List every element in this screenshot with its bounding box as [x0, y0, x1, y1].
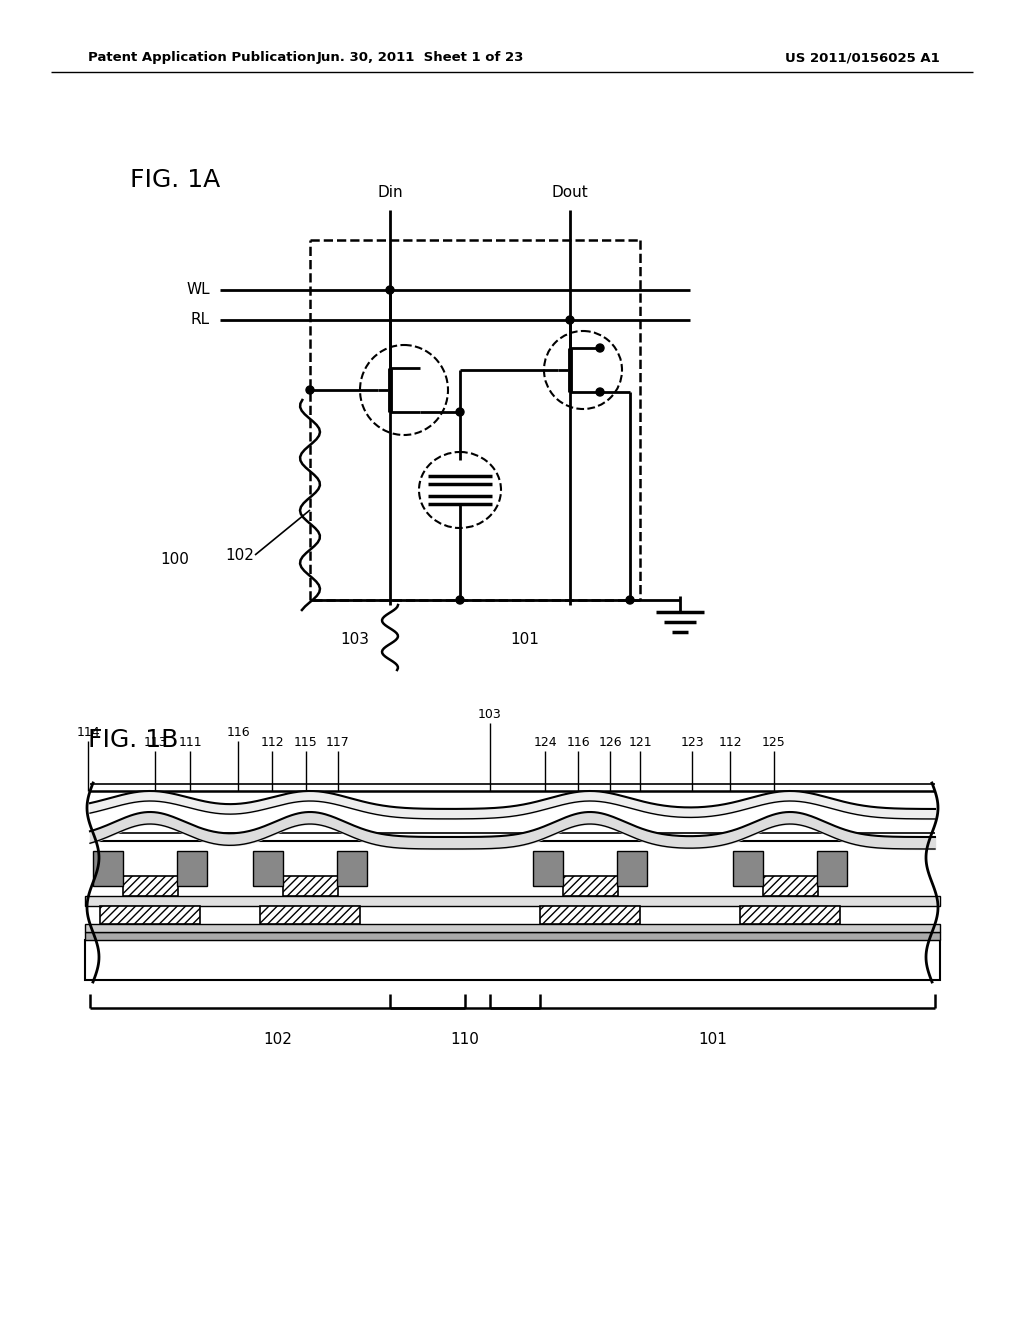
Text: 110: 110: [451, 1032, 479, 1047]
Text: Patent Application Publication: Patent Application Publication: [88, 51, 315, 65]
Text: 101: 101: [510, 632, 539, 648]
Circle shape: [456, 408, 464, 416]
Bar: [283, 876, 338, 896]
Text: 111: 111: [178, 737, 202, 748]
Text: 123: 123: [680, 737, 703, 748]
Circle shape: [386, 286, 394, 294]
Bar: [733, 851, 763, 886]
Bar: [100, 906, 200, 924]
Text: 112: 112: [260, 737, 284, 748]
Text: 113: 113: [143, 737, 167, 748]
Bar: [763, 876, 818, 896]
Bar: [817, 851, 847, 886]
Text: 102: 102: [263, 1032, 292, 1047]
Circle shape: [306, 385, 314, 393]
Circle shape: [596, 345, 604, 352]
Circle shape: [626, 597, 634, 605]
Text: 125: 125: [762, 737, 785, 748]
Text: 116: 116: [566, 737, 590, 748]
Text: 100: 100: [160, 553, 188, 568]
Bar: [93, 851, 123, 886]
Text: 103: 103: [478, 708, 502, 721]
Text: 114: 114: [76, 726, 99, 739]
Bar: [260, 906, 360, 924]
Text: FIG. 1B: FIG. 1B: [88, 729, 178, 752]
Text: 117: 117: [326, 737, 350, 748]
Text: 103: 103: [340, 632, 369, 648]
Text: US 2011/0156025 A1: US 2011/0156025 A1: [785, 51, 940, 65]
Text: Dout: Dout: [552, 185, 589, 201]
Text: 121: 121: [628, 737, 652, 748]
Bar: [85, 940, 940, 979]
Text: 101: 101: [698, 1032, 727, 1047]
Text: Din: Din: [377, 185, 402, 201]
Bar: [540, 906, 640, 924]
Bar: [283, 876, 338, 896]
Bar: [100, 906, 200, 924]
Text: 126: 126: [598, 737, 622, 748]
Bar: [617, 851, 647, 886]
Bar: [563, 876, 618, 896]
Text: Jun. 30, 2011  Sheet 1 of 23: Jun. 30, 2011 Sheet 1 of 23: [316, 51, 523, 65]
Circle shape: [456, 597, 464, 605]
Circle shape: [566, 315, 574, 323]
Bar: [740, 906, 840, 924]
Bar: [123, 876, 178, 896]
Text: 124: 124: [534, 737, 557, 748]
Text: FIG. 1A: FIG. 1A: [130, 168, 220, 191]
Text: WL: WL: [186, 282, 210, 297]
Text: 115: 115: [294, 737, 317, 748]
Bar: [123, 876, 178, 896]
Bar: [534, 851, 563, 886]
Bar: [85, 924, 940, 932]
Text: 102: 102: [225, 548, 254, 562]
Text: RL: RL: [190, 313, 210, 327]
Bar: [540, 906, 640, 924]
Bar: [85, 932, 940, 940]
Text: 116: 116: [226, 726, 250, 739]
Bar: [85, 896, 940, 906]
Bar: [740, 906, 840, 924]
Text: 112: 112: [718, 737, 741, 748]
Bar: [260, 906, 360, 924]
Bar: [763, 876, 818, 896]
Circle shape: [596, 388, 604, 396]
Bar: [337, 851, 367, 886]
Bar: [177, 851, 207, 886]
Bar: [253, 851, 283, 886]
Bar: [563, 876, 618, 896]
